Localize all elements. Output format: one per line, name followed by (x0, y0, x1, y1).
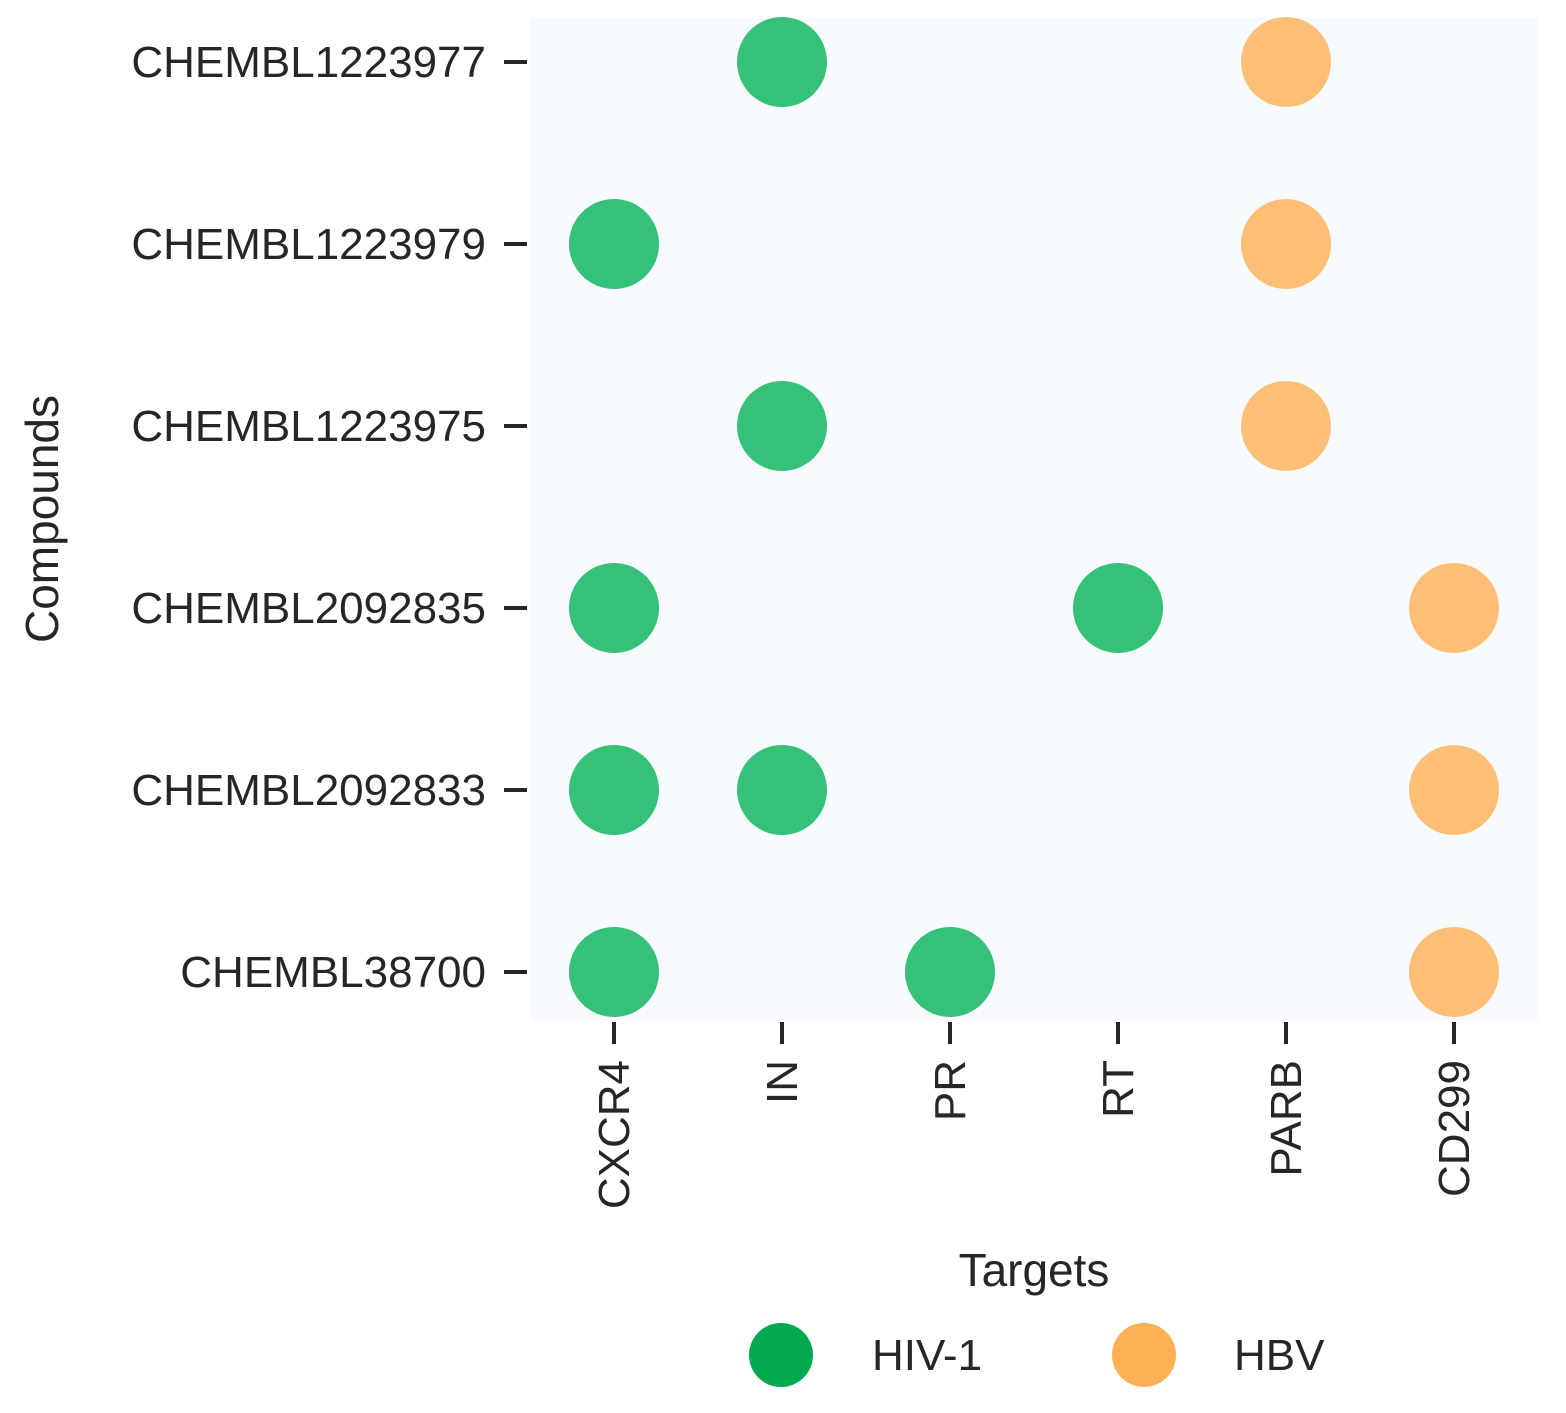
data-point-hbv-parb-chembl1223975 (1241, 381, 1331, 471)
legend: HIV-1 HBV (749, 1323, 1325, 1387)
y-tick-label: CHEMBL38700 (180, 948, 486, 997)
data-point-hbv-cd299-chembl2092833 (1409, 745, 1499, 835)
x-tick-label: CD299 (1430, 1060, 1479, 1197)
legend-swatch-hbv (1112, 1323, 1176, 1387)
y-tick-label: CHEMBL1223975 (131, 402, 486, 451)
y-tick-label: CHEMBL2092835 (131, 584, 486, 633)
data-point-hiv-1-in-chembl2092833 (737, 745, 827, 835)
x-tick-label: CXCR4 (590, 1060, 639, 1209)
data-point-hbv-cd299-chembl38700 (1409, 927, 1499, 1017)
x-tick-label: IN (758, 1060, 807, 1104)
x-axis-label: Targets (959, 1244, 1110, 1296)
data-point-hbv-cd299-chembl2092835 (1409, 563, 1499, 653)
data-point-hiv-1-in-chembl1223977 (737, 17, 827, 107)
x-axis-ticks: CXCR4 IN PR RT PARB CD299 (590, 1022, 1479, 1209)
data-point-hiv-1-pr-chembl38700 (905, 927, 995, 1017)
data-point-hbv-parb-chembl1223979 (1241, 199, 1331, 289)
y-tick-label: CHEMBL1223979 (131, 220, 486, 269)
data-point-hiv-1-cxcr4-chembl38700 (569, 927, 659, 1017)
x-tick-label: RT (1094, 1060, 1143, 1118)
legend-label-hbv: HBV (1234, 1331, 1325, 1380)
data-point-hiv-1-cxcr4-chembl2092835 (569, 563, 659, 653)
data-point-hiv-1-rt-chembl2092835 (1073, 563, 1163, 653)
y-axis-label: Compounds (16, 395, 68, 643)
x-tick-label: PARB (1262, 1060, 1311, 1177)
plot-area (530, 18, 1538, 1020)
legend-swatch-hiv-1 (749, 1323, 813, 1387)
y-tick-label: CHEMBL1223977 (131, 38, 486, 87)
x-tick-label: PR (926, 1060, 975, 1121)
data-point-hiv-1-cxcr4-chembl2092833 (569, 745, 659, 835)
data-point-hiv-1-cxcr4-chembl1223979 (569, 199, 659, 289)
data-point-hbv-parb-chembl1223977 (1241, 17, 1331, 107)
data-points (569, 17, 1499, 1017)
y-tick-label: CHEMBL2092833 (131, 766, 486, 815)
data-point-hiv-1-in-chembl1223975 (737, 381, 827, 471)
y-axis-ticks: CHEMBL1223977 CHEMBL1223979 CHEMBL1223975 C… (131, 38, 527, 997)
legend-label-hiv-1: HIV-1 (872, 1331, 982, 1380)
